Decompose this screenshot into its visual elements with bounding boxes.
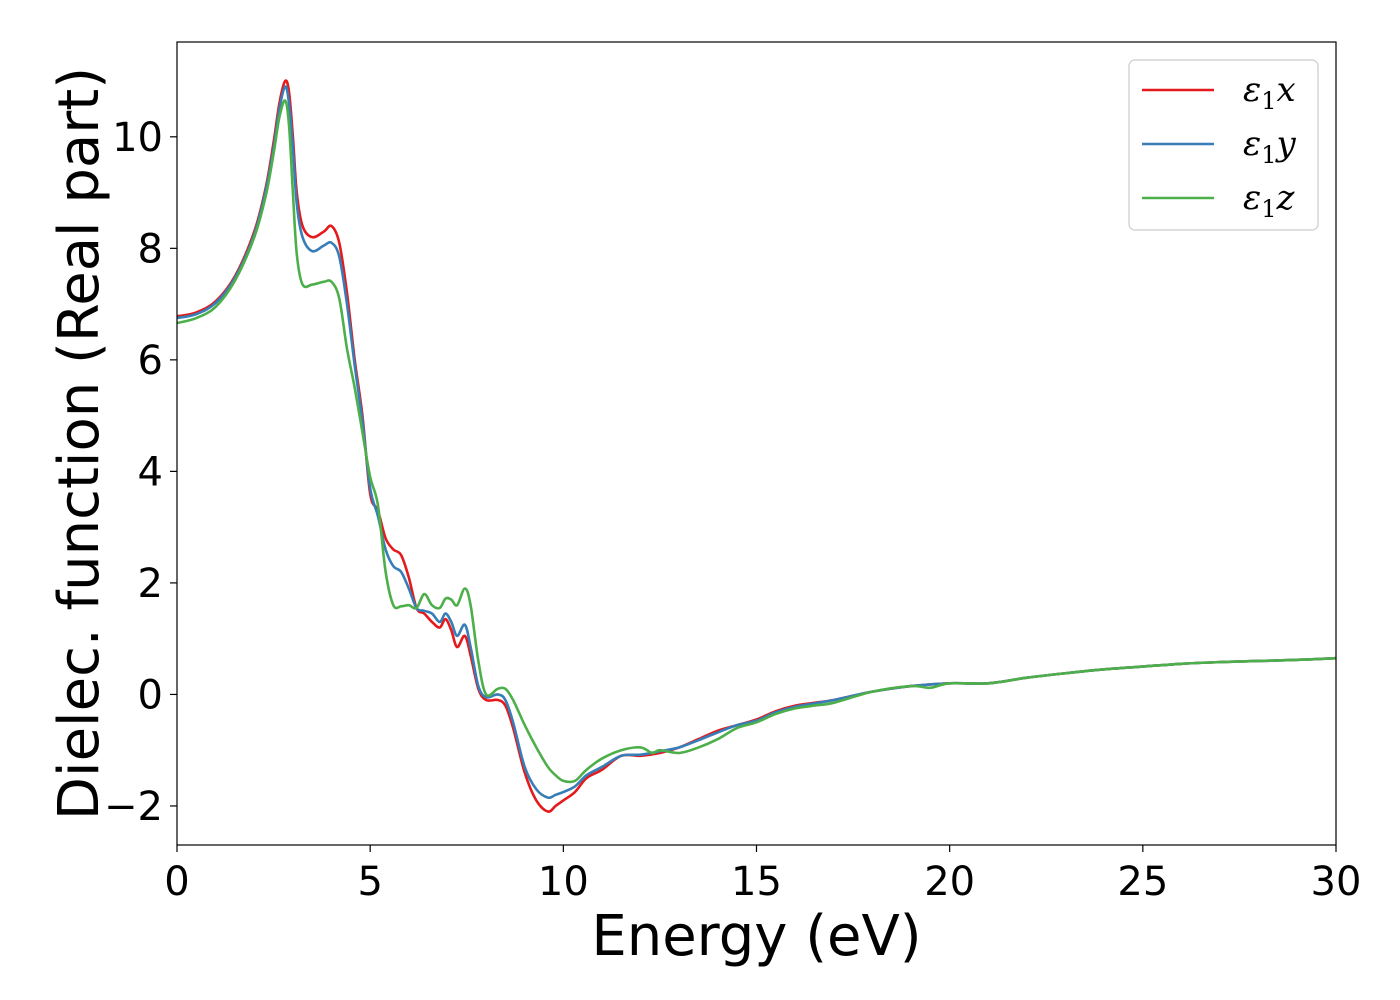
y-tick-label: 4 [138, 449, 163, 495]
x-tick-label: 5 [357, 859, 382, 905]
legend: ε1x ε1y ε1z [1128, 59, 1319, 231]
plot-area [176, 41, 1337, 846]
series-lines [177, 79, 1336, 813]
y-tick-label: 6 [138, 338, 163, 384]
legend-label-y: ε1y [1243, 124, 1297, 169]
y-tick-label: 10 [112, 115, 163, 161]
x-tick-label: 0 [164, 859, 189, 905]
x-tick-label: 30 [1311, 859, 1362, 905]
legend-label-z: ε1z [1243, 178, 1296, 223]
x-tick-label: 25 [1117, 859, 1168, 905]
y-tick-label: 0 [138, 672, 163, 718]
y-tick-label: −2 [104, 784, 163, 830]
x-tick-label: 20 [924, 859, 975, 905]
x-tick-label: 10 [538, 859, 589, 905]
y-axis-label: Dielec. function (Real part) [47, 67, 112, 820]
legend-box [1128, 59, 1319, 231]
y-axis: −2 0 2 4 6 8 10 [104, 115, 177, 830]
x-axis-label: Energy (eV) [591, 904, 921, 969]
legend-label-x: ε1x [1243, 70, 1296, 115]
series-line-z [177, 99, 1336, 784]
x-axis: 0 5 10 15 20 25 30 [164, 845, 1361, 905]
x-tick-label: 15 [731, 859, 782, 905]
y-tick-label: 8 [138, 226, 163, 272]
y-tick-label: 2 [138, 561, 163, 607]
